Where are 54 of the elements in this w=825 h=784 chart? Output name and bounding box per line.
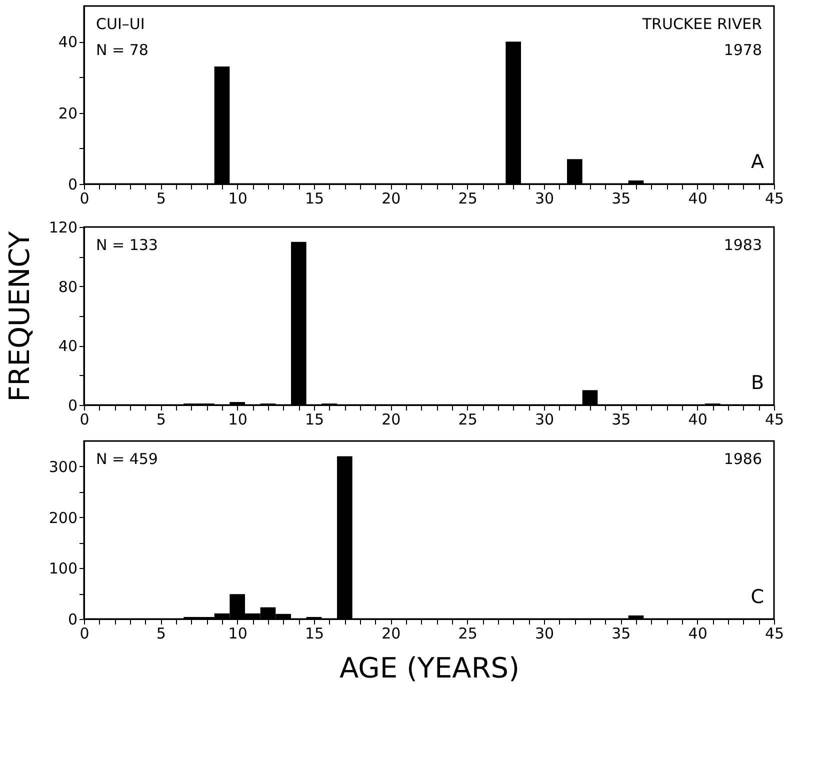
x-tick-label: 0 [80, 190, 90, 208]
x-tick-label: 15 [304, 410, 324, 428]
annotation: N = 78 [96, 41, 148, 59]
x-tick-label: 40 [688, 190, 708, 208]
x-tick-label: 25 [458, 190, 478, 208]
x-tick-label: 20 [382, 410, 401, 428]
annotation: C [750, 586, 764, 608]
y-tick-label: 0 [68, 610, 78, 628]
annotation: 1986 [724, 450, 762, 468]
x-tick-label: 30 [534, 624, 554, 642]
x-tick-label: 35 [612, 410, 631, 428]
x-tick-label: 10 [228, 410, 248, 428]
x-tick-label: 25 [458, 410, 478, 428]
x-tick-label: 35 [612, 624, 631, 642]
y-axis-title: FREQUENCY [2, 230, 36, 402]
x-tick-label: 0 [80, 624, 90, 642]
x-tick-label: 10 [228, 190, 248, 208]
x-tick-label: 30 [534, 410, 554, 428]
x-tick-label: 5 [156, 624, 166, 642]
annotation: N = 459 [96, 450, 158, 468]
x-tick-label: 15 [304, 624, 324, 642]
annotation: A [751, 151, 764, 173]
x-tick-label: 5 [156, 190, 166, 208]
y-tick-label: 20 [58, 104, 78, 122]
y-tick-label: 40 [58, 33, 78, 52]
annotation: 1983 [724, 236, 762, 254]
x-tick-label: 0 [80, 410, 90, 428]
annotation: N = 133 [96, 236, 158, 254]
x-tick-label: 20 [382, 624, 401, 642]
y-tick-label: 0 [68, 176, 78, 194]
x-tick-label: 45 [764, 190, 784, 208]
x-tick-label: 40 [688, 624, 708, 642]
y-tick-label: 100 [48, 560, 78, 578]
x-tick-label: 15 [304, 190, 324, 208]
y-tick-label: 0 [68, 396, 78, 414]
x-tick-label: 10 [228, 624, 248, 642]
x-tick-label: 25 [458, 624, 478, 642]
annotation: B [750, 372, 764, 394]
x-tick-label: 40 [688, 410, 708, 428]
y-tick-label: 40 [58, 337, 78, 356]
annotation: 1978 [724, 41, 762, 59]
y-tick-label: 80 [58, 278, 78, 296]
x-axis-title: AGE (YEARS) [340, 652, 520, 684]
x-tick-label: 5 [156, 410, 166, 428]
y-tick-label: 120 [48, 218, 78, 236]
annotation: CUI–UI [96, 15, 145, 33]
x-tick-label: 45 [764, 410, 784, 428]
annotation: TRUCKEE RIVER [641, 15, 762, 33]
x-tick-label: 30 [534, 190, 554, 208]
x-tick-label: 45 [764, 624, 784, 642]
x-tick-label: 20 [382, 190, 401, 208]
y-tick-label: 200 [48, 508, 78, 527]
x-tick-label: 35 [612, 190, 631, 208]
y-tick-label: 300 [48, 458, 78, 476]
